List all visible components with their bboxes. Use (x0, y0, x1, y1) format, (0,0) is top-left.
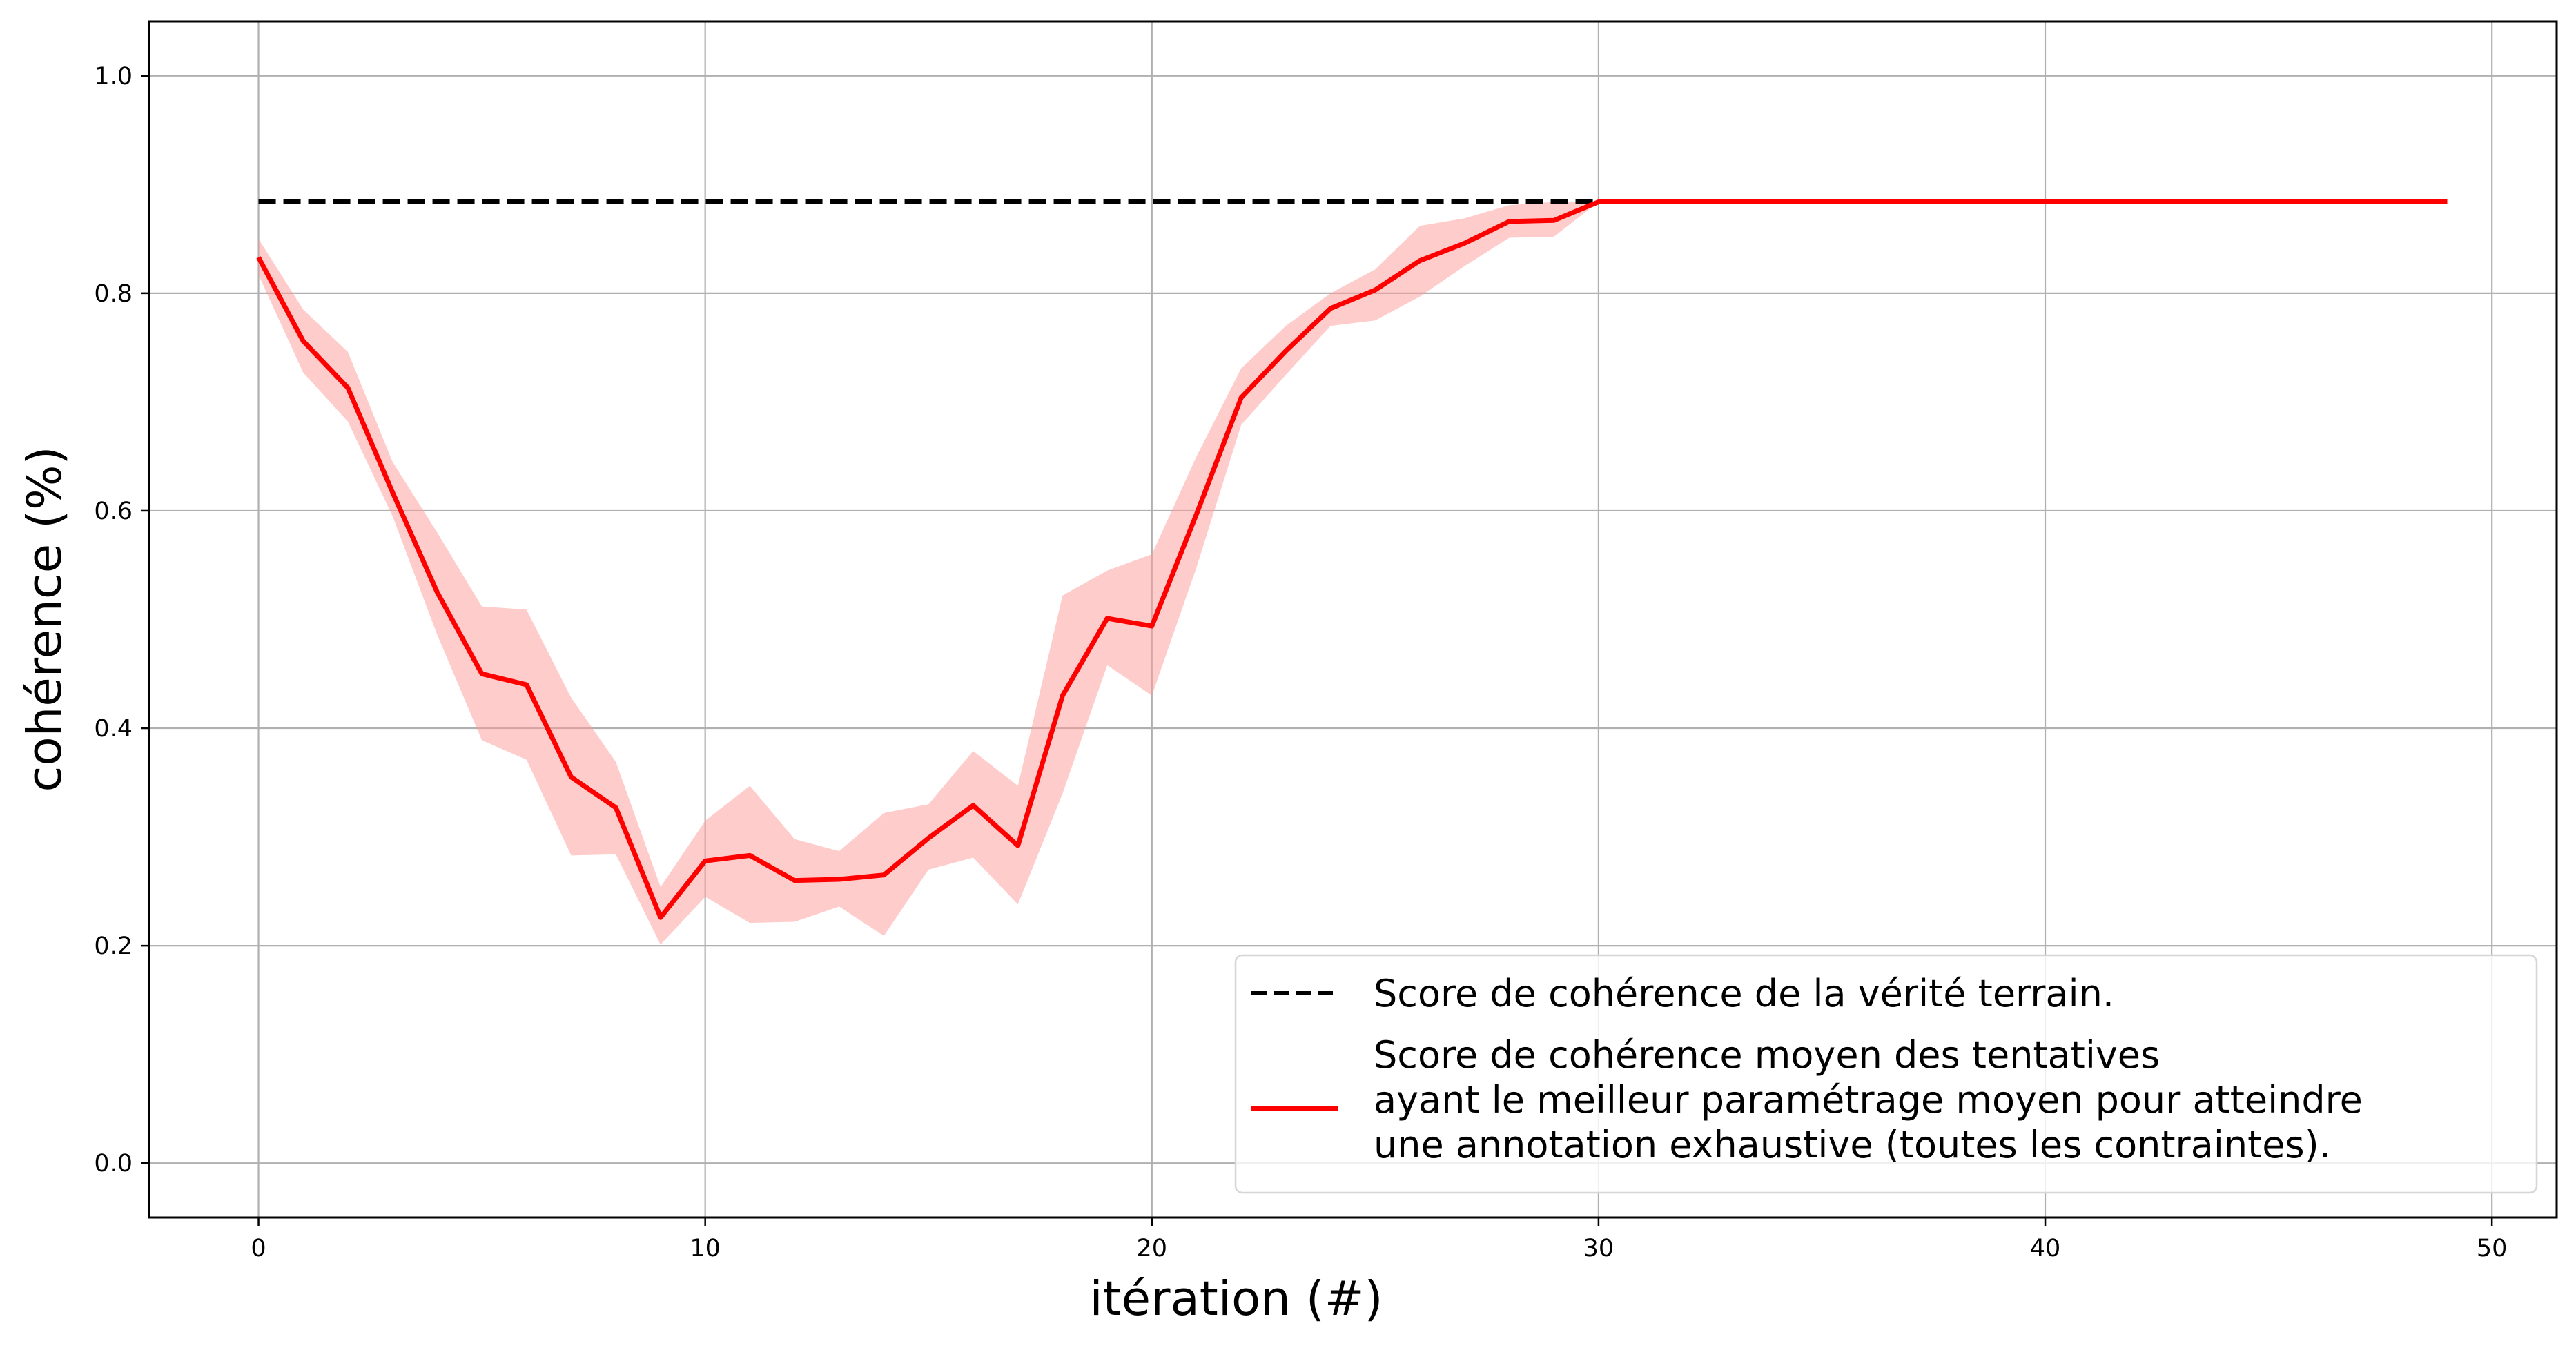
x-tick-label: 50 (2477, 1235, 2508, 1262)
x-tick-label: 30 (1583, 1235, 1614, 1262)
legend-mean-label-line: Score de cohérence moyen des tentatives (1374, 1033, 2160, 1077)
legend-box (1234, 954, 2538, 1194)
x-axis-title: itération (#) (1089, 1271, 1383, 1327)
plot-frame (148, 20, 2558, 1219)
y-axis: 0.0 0.2 0.4 0.6 0.8 1.0 (94, 63, 149, 1178)
legend: Score de cohérence de la vérité terrain.… (1234, 954, 2538, 1194)
legend-reference-label: Score de cohérence de la vérité terrain. (1374, 972, 2114, 1015)
y-tick-label: 0.0 (94, 1150, 133, 1178)
x-tick-label: 0 (251, 1235, 266, 1262)
y-tick-label: 0.8 (94, 280, 133, 308)
y-tick-label: 1.0 (94, 63, 133, 90)
y-tick-label: 0.2 (94, 932, 133, 960)
legend-mean-label: Score de cohérence moyen des tentatives a… (1374, 1033, 2363, 1166)
x-tick-label: 20 (1137, 1235, 1168, 1262)
legend-mean-label-line: une annotation exhaustive (toutes les co… (1374, 1123, 2331, 1166)
x-tick-label: 10 (690, 1235, 721, 1262)
grid (149, 21, 2557, 1218)
x-tick-label: 40 (2030, 1235, 2061, 1262)
y-tick-label: 0.4 (94, 715, 133, 743)
mean-line (256, 199, 2448, 920)
std-band (258, 202, 1599, 945)
y-axis-title: cohérence (%) (17, 446, 72, 792)
y-tick-label: 0.6 (94, 498, 133, 525)
legend-mean-label-line: ayant le meilleur paramétrage moyen pour… (1374, 1078, 2363, 1122)
x-axis: 0 10 20 30 40 50 (251, 1218, 2507, 1262)
